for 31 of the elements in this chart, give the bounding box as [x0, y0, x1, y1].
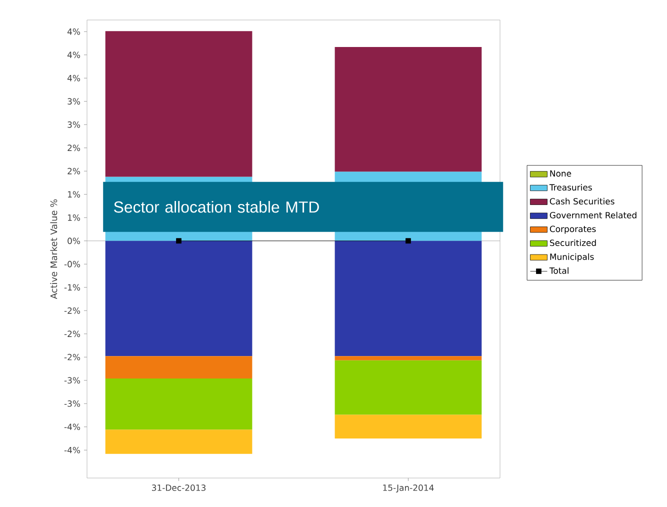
legend-label: Securitized — [550, 239, 596, 246]
y-tick-label: 2% — [68, 168, 80, 174]
legend-label: Cash Securities — [550, 198, 614, 204]
legend-label: Corporates — [550, 226, 596, 234]
y-tick-label: 4% — [67, 52, 80, 58]
y-tick-label: 4% — [67, 74, 80, 82]
y-tick-label: -2% — [64, 307, 80, 314]
y-tick-label: 1% — [68, 214, 80, 221]
x-tick-label: 15-Jan-2014 — [383, 484, 434, 492]
annotation: Sector allocation stable MTD — [114, 201, 319, 213]
y-tick-label: -3% — [64, 400, 80, 407]
y-tick-label: 3% — [68, 121, 80, 128]
legend-label: Government Related — [550, 212, 636, 218]
legend-label: Treasuries — [549, 184, 592, 191]
y-tick-label: -0% — [64, 260, 80, 268]
y-tick-label: 0% — [68, 238, 80, 244]
y-tick-label: 2% — [68, 144, 80, 152]
y-tick-label: -3% — [64, 377, 80, 384]
legend-label: Total — [549, 267, 568, 274]
x-tick-label: 31-Dec-2013 — [152, 484, 206, 491]
y-tick-label: -1% — [64, 284, 80, 291]
y-tick-label: -2% — [64, 354, 80, 360]
y-tick-label: -4% — [64, 446, 80, 454]
y-tick-label: -2% — [64, 330, 80, 338]
legend-label: None — [550, 170, 572, 177]
y-tick-label: 3% — [68, 98, 80, 105]
y-tick-label: 4% — [67, 28, 80, 35]
legend-label: Municipals — [550, 253, 594, 262]
y-tick-label: 1% — [68, 191, 80, 198]
y-tick-label: -4% — [64, 424, 80, 430]
y-axis-title: Active Market Value % — [50, 199, 58, 300]
